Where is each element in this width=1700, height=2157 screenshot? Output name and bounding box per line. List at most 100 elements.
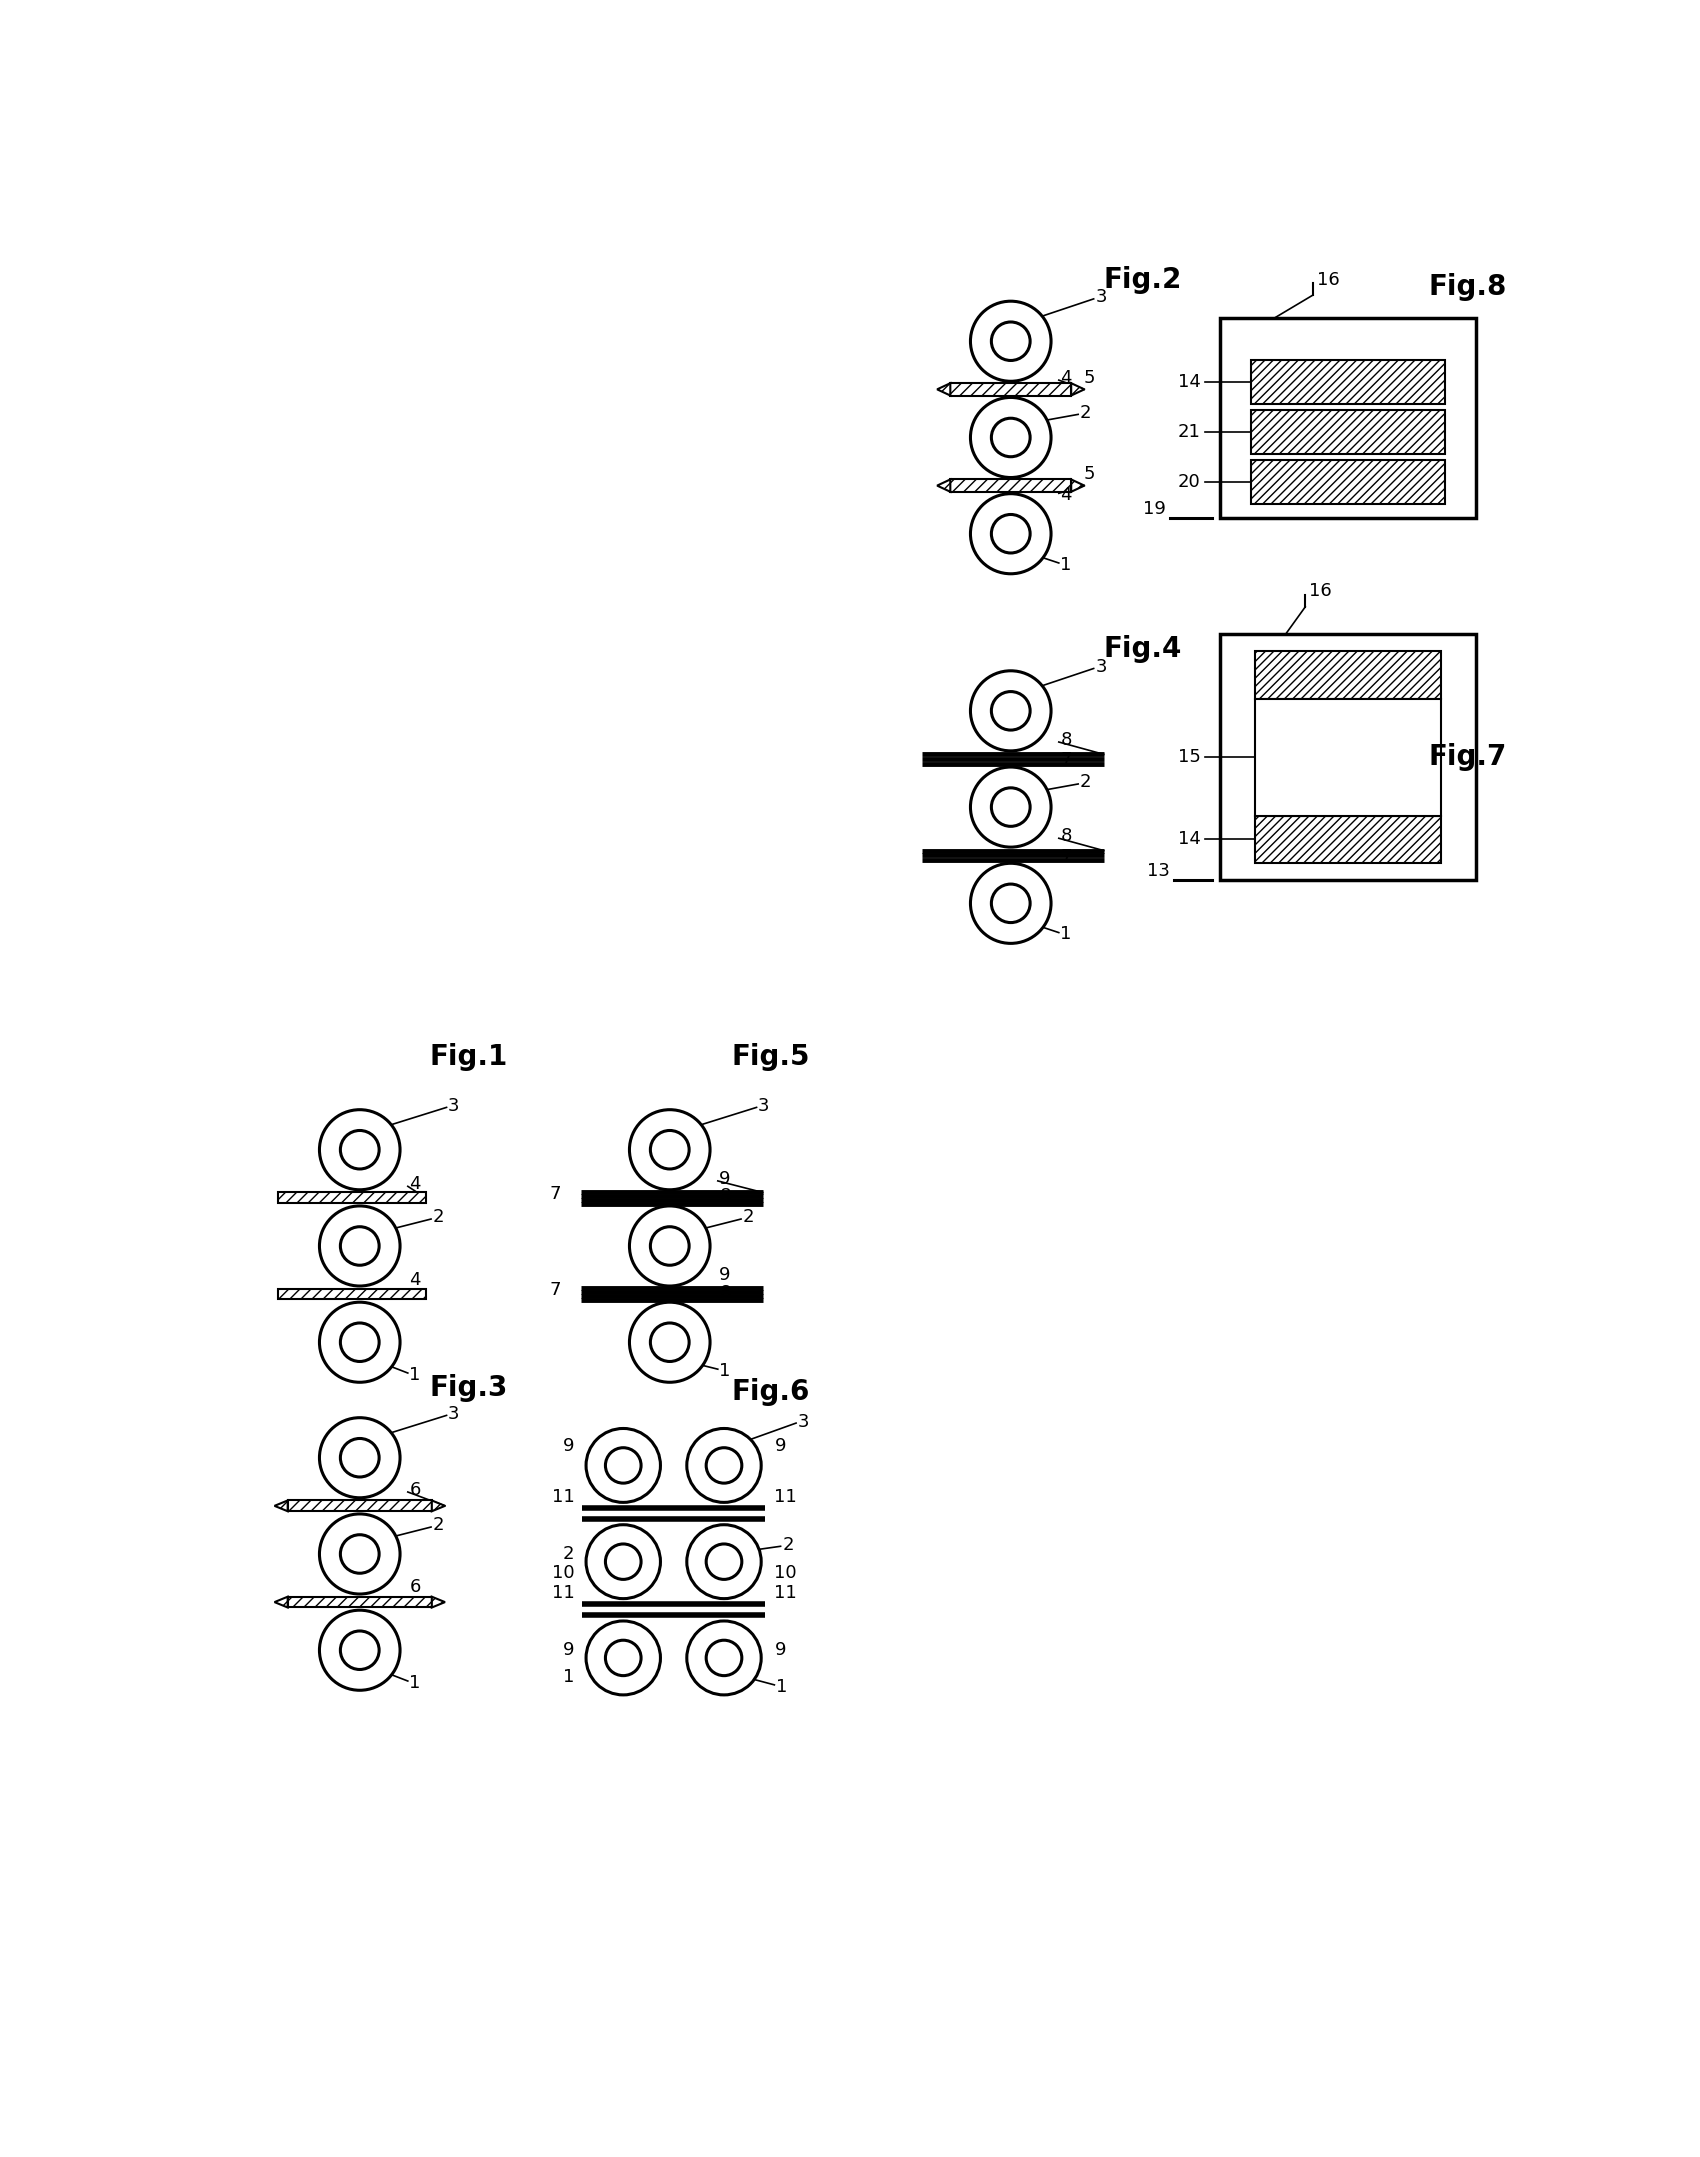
- Text: 2: 2: [1080, 774, 1091, 792]
- Text: 9: 9: [775, 1437, 785, 1456]
- Circle shape: [706, 1639, 741, 1676]
- Circle shape: [586, 1525, 660, 1598]
- Circle shape: [586, 1428, 660, 1503]
- Circle shape: [651, 1322, 688, 1361]
- Polygon shape: [1071, 479, 1085, 492]
- Bar: [287, 1596, 432, 1607]
- Text: 13: 13: [1148, 863, 1170, 880]
- Text: 2: 2: [1080, 403, 1091, 423]
- Text: 7: 7: [1061, 848, 1073, 865]
- Text: 11: 11: [552, 1488, 575, 1506]
- Bar: [1221, 634, 1476, 880]
- Text: 2: 2: [782, 1536, 794, 1553]
- Text: Fig.1: Fig.1: [428, 1044, 507, 1072]
- Circle shape: [340, 1322, 379, 1361]
- Bar: [1255, 815, 1442, 863]
- Circle shape: [320, 1417, 400, 1497]
- Text: 9: 9: [719, 1266, 731, 1283]
- Circle shape: [340, 1536, 379, 1572]
- Text: 3: 3: [1095, 658, 1107, 675]
- Text: 8: 8: [719, 1283, 731, 1301]
- Bar: [1255, 699, 1442, 815]
- Circle shape: [687, 1620, 762, 1695]
- Text: 3: 3: [758, 1098, 770, 1115]
- Text: 4: 4: [410, 1176, 422, 1193]
- Circle shape: [971, 302, 1051, 382]
- Text: Fig.3: Fig.3: [428, 1374, 507, 1402]
- Text: 8: 8: [1061, 731, 1071, 748]
- Text: Fig.4: Fig.4: [1103, 634, 1181, 662]
- Circle shape: [340, 1227, 379, 1266]
- Text: 1: 1: [410, 1674, 420, 1691]
- Polygon shape: [432, 1596, 445, 1607]
- Text: 9: 9: [775, 1641, 785, 1659]
- Circle shape: [651, 1130, 688, 1169]
- Text: Fig.8: Fig.8: [1428, 274, 1508, 302]
- Text: 6: 6: [410, 1577, 420, 1596]
- Text: 3: 3: [1095, 289, 1107, 306]
- Circle shape: [991, 418, 1030, 457]
- Circle shape: [320, 1206, 400, 1286]
- Circle shape: [971, 768, 1051, 848]
- Text: 2: 2: [563, 1544, 575, 1564]
- Bar: [1251, 410, 1445, 455]
- Text: 10: 10: [775, 1564, 797, 1583]
- Text: 9: 9: [719, 1169, 731, 1189]
- Circle shape: [629, 1206, 711, 1286]
- Polygon shape: [1071, 384, 1085, 395]
- Bar: [279, 1193, 425, 1204]
- Circle shape: [971, 671, 1051, 751]
- Text: 19: 19: [1142, 500, 1166, 518]
- Text: 2: 2: [432, 1516, 444, 1534]
- Text: Fig.7: Fig.7: [1428, 742, 1508, 770]
- Circle shape: [340, 1631, 379, 1670]
- Text: 11: 11: [775, 1488, 797, 1506]
- Text: 7: 7: [549, 1281, 561, 1299]
- Polygon shape: [274, 1501, 287, 1512]
- Text: 1: 1: [719, 1363, 731, 1380]
- Circle shape: [320, 1514, 400, 1594]
- Text: 1: 1: [775, 1678, 787, 1695]
- Text: 7: 7: [1061, 751, 1073, 770]
- Bar: [1221, 317, 1476, 518]
- Text: 8: 8: [719, 1186, 731, 1206]
- Circle shape: [706, 1544, 741, 1579]
- Bar: [950, 479, 1071, 492]
- Circle shape: [706, 1447, 741, 1484]
- Circle shape: [991, 321, 1030, 360]
- Text: 14: 14: [1178, 373, 1200, 390]
- Text: 5: 5: [1083, 369, 1095, 386]
- Text: 1: 1: [410, 1365, 420, 1383]
- Circle shape: [629, 1303, 711, 1383]
- Bar: [950, 384, 1071, 395]
- Circle shape: [991, 692, 1030, 729]
- Polygon shape: [937, 479, 950, 492]
- Text: 16: 16: [1318, 270, 1340, 289]
- Text: 11: 11: [775, 1583, 797, 1603]
- Text: Fig.5: Fig.5: [731, 1044, 809, 1072]
- Text: 2: 2: [743, 1208, 755, 1227]
- Polygon shape: [432, 1501, 445, 1512]
- Bar: [279, 1288, 425, 1299]
- Circle shape: [971, 863, 1051, 943]
- Circle shape: [991, 516, 1030, 552]
- Circle shape: [586, 1620, 660, 1695]
- Text: 6: 6: [410, 1482, 420, 1499]
- Circle shape: [320, 1609, 400, 1691]
- Circle shape: [651, 1227, 688, 1266]
- Circle shape: [340, 1130, 379, 1169]
- Circle shape: [991, 884, 1030, 923]
- Bar: [1251, 360, 1445, 403]
- Text: 16: 16: [1309, 582, 1331, 600]
- Text: 4: 4: [410, 1270, 422, 1290]
- Text: 1: 1: [1061, 557, 1071, 574]
- Text: Fig.2: Fig.2: [1103, 265, 1181, 293]
- Text: 3: 3: [797, 1413, 809, 1430]
- Text: 3: 3: [449, 1098, 459, 1115]
- Text: 3: 3: [449, 1404, 459, 1424]
- Text: 1: 1: [563, 1667, 575, 1687]
- Circle shape: [605, 1639, 641, 1676]
- Text: 7: 7: [549, 1184, 561, 1204]
- Circle shape: [687, 1525, 762, 1598]
- Circle shape: [605, 1544, 641, 1579]
